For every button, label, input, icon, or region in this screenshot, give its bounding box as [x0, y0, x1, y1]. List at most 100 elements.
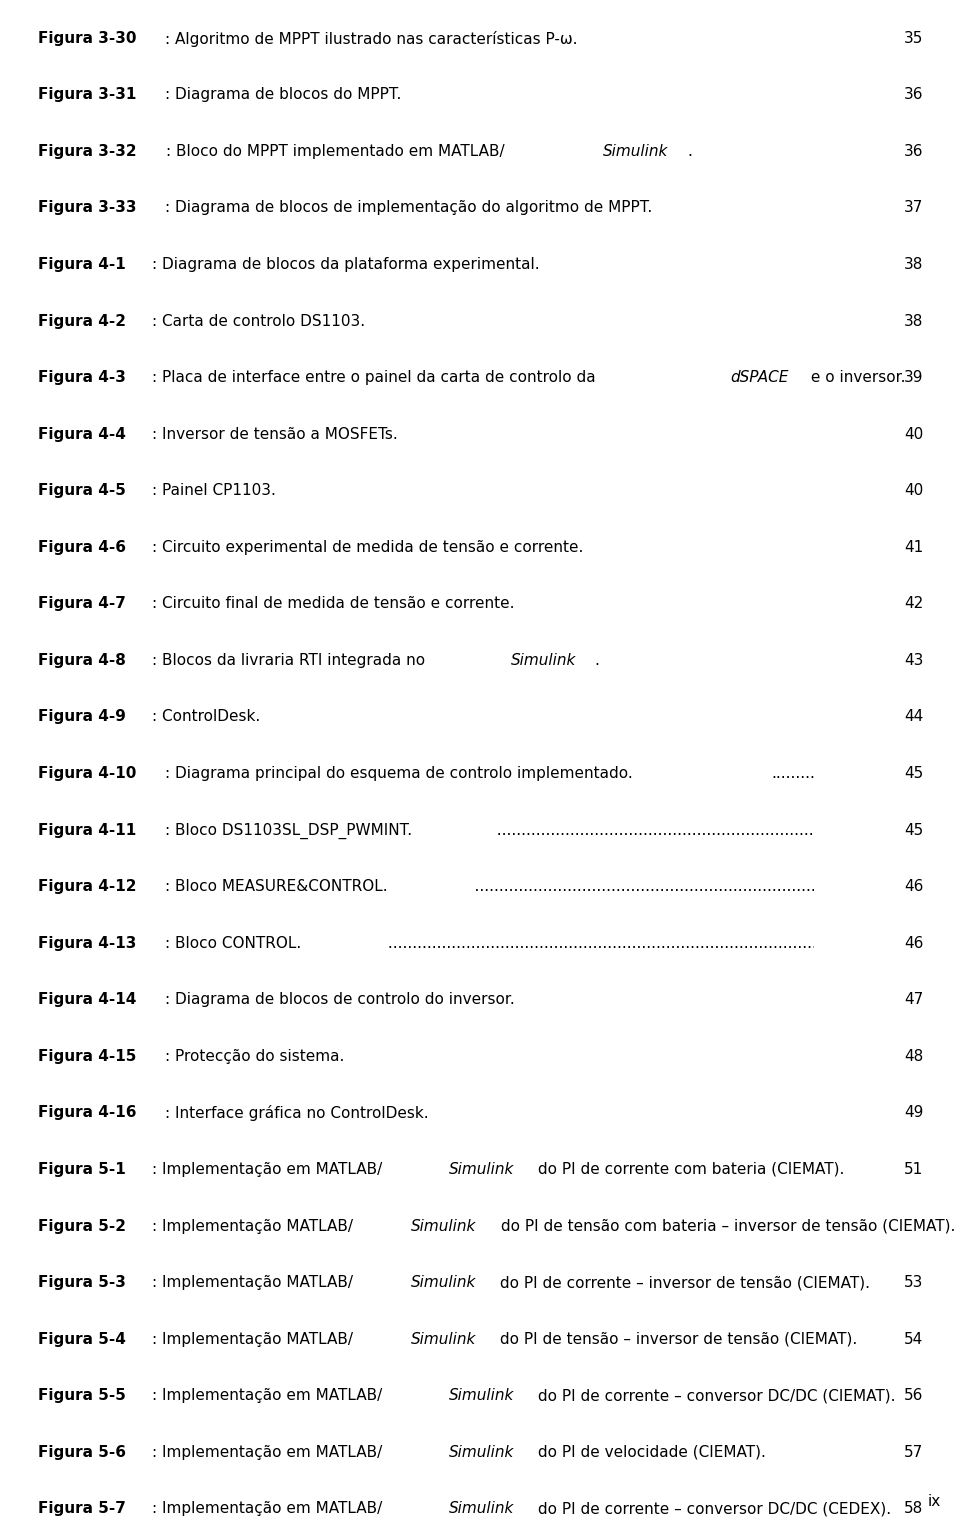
Text: Figura 4-6: Figura 4-6 [38, 539, 127, 555]
Text: Simulink: Simulink [448, 1162, 515, 1177]
Text: do PI de tensão – inversor de tensão (CIEMAT).: do PI de tensão – inversor de tensão (CI… [495, 1331, 857, 1346]
Text: 48: 48 [904, 1048, 924, 1064]
Text: e o inversor.: e o inversor. [805, 370, 905, 386]
Text: Simulink: Simulink [411, 1331, 476, 1346]
Text: Figura 5-5: Figura 5-5 [38, 1388, 127, 1403]
Text: Figura 4-16: Figura 4-16 [38, 1105, 137, 1120]
Text: 51: 51 [904, 1162, 924, 1177]
Text: ................................................................................: ........................................… [772, 765, 960, 781]
Text: 46: 46 [904, 879, 924, 895]
Text: : ControlDesk.: : ControlDesk. [152, 710, 260, 724]
Text: : Implementação MATLAB/: : Implementação MATLAB/ [152, 1276, 352, 1290]
Text: : Inversor de tensão a MOSFETs.: : Inversor de tensão a MOSFETs. [152, 427, 397, 441]
Text: Figura 4-13: Figura 4-13 [38, 936, 136, 951]
Text: Figura 4-2: Figura 4-2 [38, 314, 127, 329]
Text: 36: 36 [904, 144, 924, 158]
Text: Figura 5-3: Figura 5-3 [38, 1276, 127, 1290]
Text: 45: 45 [904, 765, 924, 781]
Text: 41: 41 [904, 539, 924, 555]
Text: Figura 5-7: Figura 5-7 [38, 1502, 127, 1517]
Text: Figura 5-2: Figura 5-2 [38, 1219, 127, 1234]
Text: 40: 40 [904, 427, 924, 441]
Text: ................................................................................: ........................................… [696, 144, 960, 158]
Text: ................................................................................: ........................................… [456, 879, 960, 895]
Text: Simulink: Simulink [449, 1388, 515, 1403]
Text: : Bloco CONTROL.: : Bloco CONTROL. [165, 936, 301, 951]
Text: : Bloco do MPPT implementado em MATLAB/: : Bloco do MPPT implementado em MATLAB/ [166, 144, 504, 158]
Text: : Bloco DS1103SL_DSP_PWMINT.: : Bloco DS1103SL_DSP_PWMINT. [165, 822, 412, 839]
Text: Figura 3-32: Figura 3-32 [38, 144, 137, 158]
Text: Figura 3-30: Figura 3-30 [38, 31, 137, 46]
Text: 36: 36 [904, 88, 924, 103]
Text: ................................................................................: ........................................… [344, 936, 960, 951]
Text: : Interface gráfica no ControlDesk.: : Interface gráfica no ControlDesk. [165, 1105, 429, 1122]
Text: : Circuito final de medida de tensão e corrente.: : Circuito final de medida de tensão e c… [152, 596, 515, 612]
Text: Figura 4-7: Figura 4-7 [38, 596, 127, 612]
Text: 56: 56 [904, 1388, 924, 1403]
Text: 38: 38 [904, 314, 924, 329]
Text: ................................................................................: ........................................… [619, 993, 960, 1007]
Text: : Implementação em MATLAB/: : Implementação em MATLAB/ [152, 1445, 382, 1460]
Text: 46: 46 [904, 936, 924, 951]
Text: : Implementação em MATLAB/: : Implementação em MATLAB/ [152, 1388, 382, 1403]
Text: Figura 4-12: Figura 4-12 [38, 879, 137, 895]
Text: ................................................................................: ........................................… [604, 653, 960, 669]
Text: ................................................................................: ........................................… [509, 1105, 960, 1120]
Text: : Diagrama de blocos do MPPT.: : Diagrama de blocos do MPPT. [165, 88, 401, 103]
Text: 40: 40 [904, 483, 924, 498]
Text: ................................................................................: ........................................… [430, 314, 960, 329]
Text: do PI de corrente – conversor DC/DC (CIEMAT).: do PI de corrente – conversor DC/DC (CIE… [533, 1388, 896, 1403]
Text: : Blocos da livraria RTI integrada no: : Blocos da livraria RTI integrada no [152, 653, 430, 669]
Text: ix: ix [927, 1494, 941, 1509]
Text: Simulink: Simulink [411, 1219, 477, 1234]
Text: Figura 4-8: Figura 4-8 [38, 653, 127, 669]
Text: Figura 4-3: Figura 4-3 [38, 370, 127, 386]
Text: do PI de tensão com bateria – inversor de tensão (CIEMAT). 52: do PI de tensão com bateria – inversor d… [495, 1219, 960, 1234]
Text: 35: 35 [904, 31, 924, 46]
Text: : Diagrama de blocos de implementação do algoritmo de MPPT.: : Diagrama de blocos de implementação do… [165, 200, 653, 215]
Text: 37: 37 [904, 200, 924, 215]
Text: 49: 49 [904, 1105, 924, 1120]
Text: ................................................................................: ........................................… [315, 483, 960, 498]
Text: Figura 4-15: Figura 4-15 [38, 1048, 136, 1064]
Text: : Diagrama de blocos de controlo do inversor.: : Diagrama de blocos de controlo do inve… [165, 993, 516, 1007]
Text: Simulink: Simulink [603, 144, 668, 158]
Text: Simulink: Simulink [449, 1445, 515, 1460]
Text: ................................................................................: ........................................… [622, 596, 960, 612]
Text: Figura 3-33: Figura 3-33 [38, 200, 137, 215]
Text: : Implementação em MATLAB/: : Implementação em MATLAB/ [152, 1162, 382, 1177]
Text: Figura 4-4: Figura 4-4 [38, 427, 127, 441]
Text: : Placa de interface entre o painel da carta de controlo da: : Placa de interface entre o painel da c… [152, 370, 600, 386]
Text: .: . [687, 144, 692, 158]
Text: do PI de corrente – conversor DC/DC (CEDEX).: do PI de corrente – conversor DC/DC (CED… [533, 1502, 892, 1517]
Text: dSPACE: dSPACE [731, 370, 789, 386]
Text: 54: 54 [904, 1331, 924, 1346]
Text: ................................................................................: ........................................… [295, 710, 960, 724]
Text: ................................................................................: ........................................… [797, 200, 960, 215]
Text: ................................................................................: ........................................… [473, 88, 960, 103]
Text: Figura 4-9: Figura 4-9 [38, 710, 127, 724]
Text: Simulink: Simulink [449, 1502, 515, 1517]
Text: : Diagrama principal do esquema de controlo implementado.: : Diagrama principal do esquema de contr… [165, 765, 633, 781]
Text: : Circuito experimental de medida de tensão e corrente.: : Circuito experimental de medida de ten… [152, 539, 584, 555]
Text: Figura 5-1: Figura 5-1 [38, 1162, 126, 1177]
Text: Figura 4-5: Figura 4-5 [38, 483, 127, 498]
Text: Figura 5-6: Figura 5-6 [38, 1445, 127, 1460]
Text: : Implementação MATLAB/: : Implementação MATLAB/ [152, 1219, 353, 1234]
Text: : Bloco MEASURE&CONTROL.: : Bloco MEASURE&CONTROL. [165, 879, 388, 895]
Text: 58: 58 [904, 1502, 924, 1517]
Text: ................................................................................: ........................................… [711, 539, 960, 555]
Text: 44: 44 [904, 710, 924, 724]
Text: do PI de corrente – inversor de tensão (CIEMAT).: do PI de corrente – inversor de tensão (… [495, 1276, 871, 1290]
Text: 45: 45 [904, 822, 924, 838]
Text: ................................................................................: ........................................… [837, 1445, 960, 1460]
Text: 53: 53 [904, 1276, 924, 1290]
Text: ................................................................................: ........................................… [655, 257, 960, 272]
Text: : Implementação em MATLAB/: : Implementação em MATLAB/ [152, 1502, 382, 1517]
Text: ................................................................................: ........................................… [471, 427, 960, 441]
Text: 42: 42 [904, 596, 924, 612]
Text: ................................................................................: ........................................… [701, 31, 960, 46]
Text: : Diagrama de blocos da plataforma experimental.: : Diagrama de blocos da plataforma exper… [152, 257, 540, 272]
Text: Figura 4-11: Figura 4-11 [38, 822, 136, 838]
Text: Figura 4-10: Figura 4-10 [38, 765, 136, 781]
